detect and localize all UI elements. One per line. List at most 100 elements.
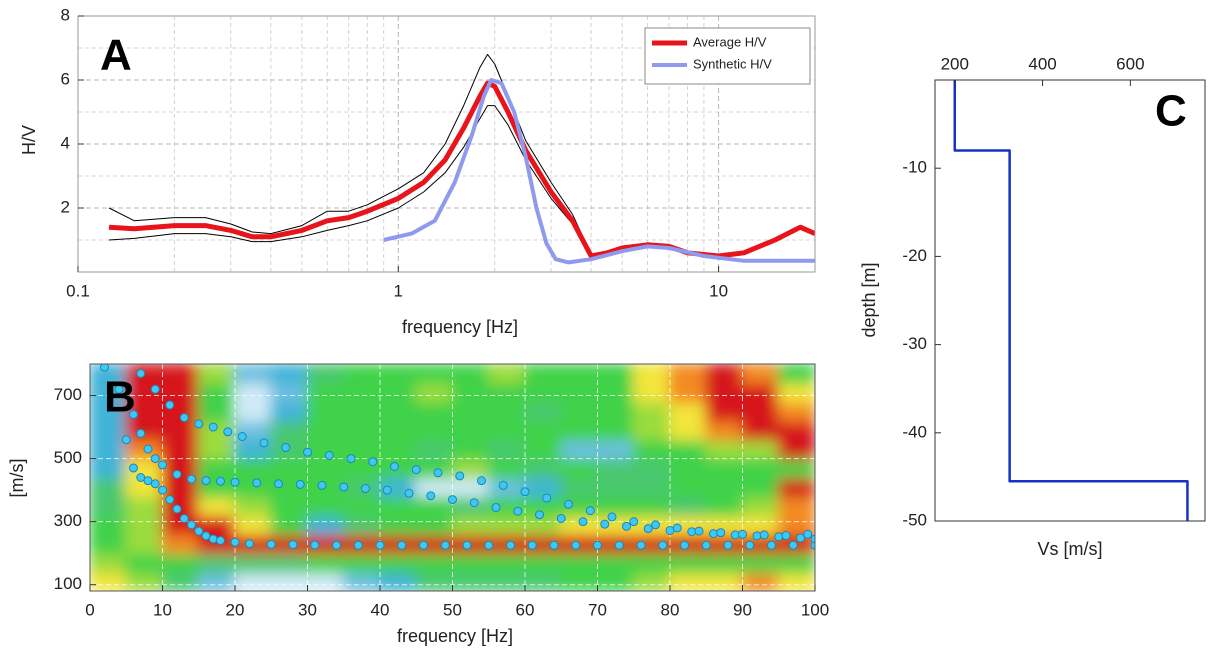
heatmap-cell: [487, 419, 526, 441]
heatmap-cell: [451, 495, 490, 517]
dispersion-pick: [788, 540, 798, 550]
y-tick-label: -30: [902, 334, 927, 353]
dispersion-pick: [368, 457, 378, 467]
heatmap-cell: [560, 552, 599, 574]
y-axis-label: depth [m]: [859, 262, 879, 337]
dispersion-pick: [781, 531, 791, 541]
heatmap-cell: [342, 514, 381, 536]
heatmap-cell: [669, 495, 708, 517]
dispersion-pick: [346, 454, 356, 464]
x-axis-label: Vs [m/s]: [1037, 539, 1102, 559]
heatmap-cell: [161, 419, 200, 441]
x-axis-label: frequency [Hz]: [402, 317, 518, 337]
heatmap-cell: [524, 457, 563, 479]
dispersion-pick: [274, 479, 283, 489]
heatmap-cell: [234, 476, 273, 498]
dispersion-pick: [317, 480, 327, 490]
heatmap-cell: [741, 364, 780, 384]
y-tick-label: -50: [902, 510, 927, 529]
heatmap-cell: [487, 457, 526, 479]
heatmap-cell: [197, 438, 236, 460]
dispersion-pick: [774, 532, 784, 542]
dispersion-pick: [150, 479, 160, 489]
heatmap-cell: [90, 364, 128, 384]
heatmap-cell: [125, 514, 164, 536]
heatmap-cell: [342, 571, 381, 591]
y-tick-label: 300: [54, 511, 82, 530]
dispersion-pick: [361, 484, 370, 494]
heatmap-cell: [197, 552, 236, 574]
heatmap-cell: [270, 552, 309, 574]
heatmap-cell: [161, 514, 200, 536]
heatmap-cell: [197, 514, 236, 536]
heatmap-cell: [632, 476, 671, 498]
heatmap-cell: [669, 571, 708, 591]
dispersion-pick: [179, 413, 189, 423]
heatmap-cell: [306, 571, 345, 591]
heatmap-cell: [596, 364, 635, 384]
heatmap-cell: [705, 381, 744, 403]
dispersion-pick: [542, 493, 552, 503]
dispersion-pick: [549, 540, 559, 550]
heatmap-cell: [161, 571, 200, 591]
dispersion-pick: [216, 476, 225, 486]
dispersion-pick: [477, 476, 486, 486]
x-tick-label: 90: [733, 600, 752, 619]
dispersion-pick: [187, 474, 196, 484]
dispersion-pick: [810, 534, 815, 544]
heatmap-cell: [451, 514, 490, 536]
x-tick-label: 400: [1028, 54, 1056, 73]
dispersion-pick: [136, 428, 146, 438]
heatmap-cell: [306, 419, 345, 441]
heatmap-cell: [90, 457, 128, 479]
heatmap-cell: [669, 438, 708, 460]
heatmap-cell: [596, 571, 635, 591]
heatmap-cell: [270, 364, 309, 384]
heatmap-cell: [90, 495, 128, 517]
dispersion-pick: [433, 468, 443, 478]
heatmap-cell: [632, 364, 671, 384]
heatmap-cell: [524, 514, 563, 536]
heatmap-cell: [524, 364, 563, 384]
heatmap-cell: [125, 533, 164, 555]
dispersion-pick: [121, 435, 131, 445]
heatmap-cell: [415, 381, 454, 403]
heatmap-cell: [451, 381, 490, 403]
dispersion-pick: [129, 409, 138, 419]
heatmap-cell: [487, 571, 526, 591]
x-tick-label: 200: [941, 54, 969, 73]
dispersion-pick: [230, 537, 240, 547]
y-tick-label: -40: [902, 422, 927, 441]
heatmap-cell: [90, 419, 128, 441]
heatmap-cell: [669, 400, 708, 422]
heatmap-cell: [632, 400, 671, 422]
dispersion-pick: [527, 540, 537, 550]
dispersion-pick: [643, 524, 653, 534]
heatmap-cell: [306, 495, 345, 517]
x-tick-label: 70: [588, 600, 607, 619]
heatmap-cell: [379, 438, 418, 460]
heatmap-cell: [705, 419, 744, 441]
panel-letter: C: [1155, 87, 1187, 136]
heatmap-cell: [487, 438, 526, 460]
heatmap-cell: [451, 400, 490, 422]
heatmap-cell: [234, 514, 273, 536]
heatmap-cell: [415, 400, 454, 422]
heatmap-cell: [415, 419, 454, 441]
dispersion-pick: [651, 520, 660, 530]
heatmap-cell: [596, 400, 635, 422]
dispersion-pick: [143, 444, 153, 454]
heatmap-cell: [342, 552, 381, 574]
dispersion-pick: [803, 529, 813, 539]
heatmap-cell: [306, 514, 345, 536]
y-tick-label: 700: [54, 385, 82, 404]
dispersion-pick: [158, 460, 167, 470]
dispersion-pick: [745, 540, 755, 550]
dispersion-pick: [165, 400, 175, 410]
heatmap-cell: [379, 495, 418, 517]
heatmap-cell: [524, 571, 563, 591]
heatmap-cell: [90, 571, 128, 591]
heatmap-cell: [125, 571, 164, 591]
dispersion-pick: [324, 450, 334, 460]
